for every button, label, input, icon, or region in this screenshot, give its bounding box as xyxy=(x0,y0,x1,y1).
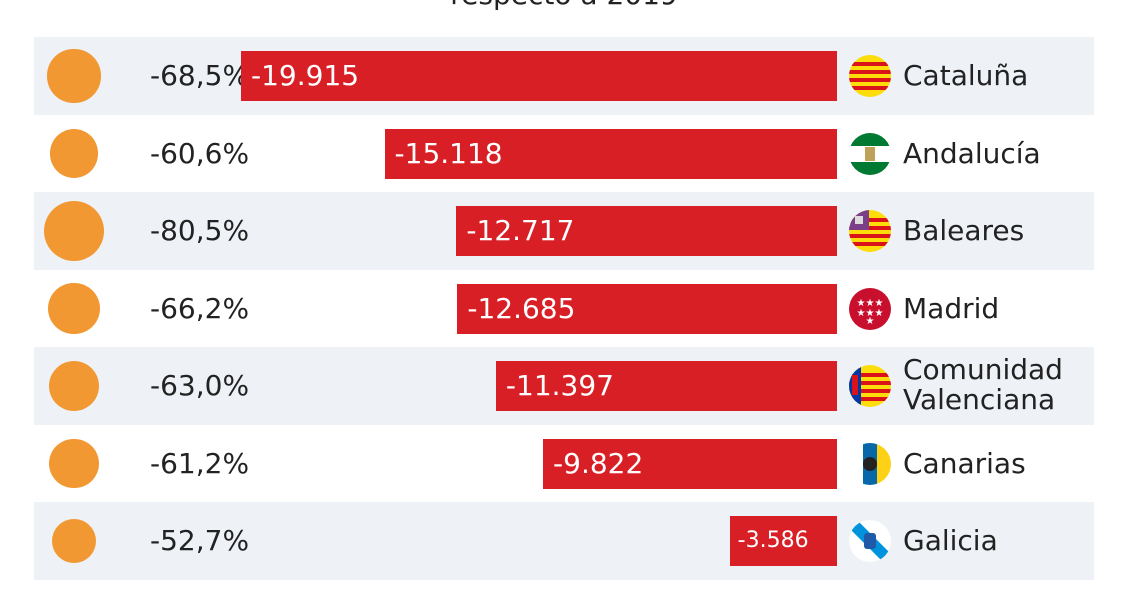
bar-value-label: -12.717 xyxy=(466,214,575,247)
svg-text:★: ★ xyxy=(875,298,884,309)
bar: -9.822 xyxy=(543,438,837,489)
chart-row: -66,2% -12.685 ★ ★ ★ ★ ★ ★ ★ Madrid xyxy=(34,270,1094,348)
percent-bubble xyxy=(48,282,100,335)
region-label: Andalucía xyxy=(903,136,1041,170)
region-label: Comunidad Valenciana xyxy=(903,355,1063,415)
percent-label: -61,2% xyxy=(150,446,250,480)
percent-label: -52,7% xyxy=(150,524,250,557)
chart-row: -61,2% -9.822 Canarias xyxy=(34,425,1094,503)
svg-text:★: ★ xyxy=(866,316,875,327)
percent-bubble xyxy=(48,360,100,412)
region-label-line: Baleares xyxy=(903,214,1025,247)
percent-label: -60,6% xyxy=(150,136,250,170)
percent-label: -66,2% xyxy=(150,291,250,325)
galicia-flag-icon xyxy=(849,520,891,562)
svg-text:★: ★ xyxy=(857,308,866,319)
canarias-flag-icon xyxy=(849,442,891,485)
valenciana-flag-icon xyxy=(849,365,891,407)
region-label-line: Valenciana xyxy=(903,383,1056,416)
percent-bubble xyxy=(44,201,104,261)
bar: -19.915 xyxy=(241,51,837,101)
bar: -15.118 xyxy=(384,128,837,179)
region-label: Cataluña xyxy=(903,61,1028,91)
percent-label: -63,0% xyxy=(150,369,250,402)
percent-bubble xyxy=(49,129,99,178)
andalucia-flag-icon xyxy=(849,132,891,175)
region-label: Galicia xyxy=(903,526,998,556)
percent-label: -80,5% xyxy=(150,214,250,247)
region-label: Baleares xyxy=(903,216,1024,246)
region-label-line: Cataluña xyxy=(903,59,1029,92)
svg-text:★: ★ xyxy=(866,308,875,319)
bar: -12.717 xyxy=(456,206,837,256)
chart-row: -60,6% -15.118 Andalucía xyxy=(34,115,1094,193)
cataluna-flag-icon xyxy=(849,55,891,97)
svg-text:★: ★ xyxy=(875,308,884,319)
bar-value-label: -12.685 xyxy=(467,291,576,325)
madrid-flag-icon: ★ ★ ★ ★ ★ ★ ★ xyxy=(849,287,891,330)
chart-row: -80,5% -12.717 Baleares xyxy=(34,192,1094,270)
bar: -3.586 xyxy=(729,516,837,566)
region-label-line: Galicia xyxy=(903,524,998,557)
svg-text:★: ★ xyxy=(857,298,866,309)
bar-value-label: -15.118 xyxy=(394,136,503,170)
baleares-flag-icon xyxy=(849,210,891,252)
bar-value-label: -19.915 xyxy=(251,59,360,92)
region-label-line: Andalucía xyxy=(903,136,1041,170)
region-label-line: Canarias xyxy=(903,446,1026,480)
bar-value-label: -9.822 xyxy=(553,446,644,480)
region-label: Canarias xyxy=(903,446,1026,480)
region-label-line: Comunidad xyxy=(903,353,1063,386)
bar: -12.685 xyxy=(457,283,837,334)
percent-bubble xyxy=(49,438,99,489)
percent-bubble xyxy=(47,49,101,103)
percent-label: -68,5% xyxy=(150,59,250,92)
region-label-line: Madrid xyxy=(903,291,1000,325)
chart-row: -63,0% -11.397 Comunidad Valenciana xyxy=(34,347,1094,425)
chart-subtitle: respecto a 2019 xyxy=(0,0,1128,11)
svg-text:★: ★ xyxy=(866,298,875,309)
region-label: Madrid xyxy=(903,291,1000,325)
bar: -11.397 xyxy=(495,361,837,411)
chart-row: -52,7% -3.586 Galicia xyxy=(34,502,1094,580)
bar-value-label: -3.586 xyxy=(737,528,809,553)
percent-bubble xyxy=(51,518,97,564)
bar-value-label: -11.397 xyxy=(505,369,614,402)
chart-row: -68,5% -19.915 Cataluña xyxy=(34,37,1094,115)
